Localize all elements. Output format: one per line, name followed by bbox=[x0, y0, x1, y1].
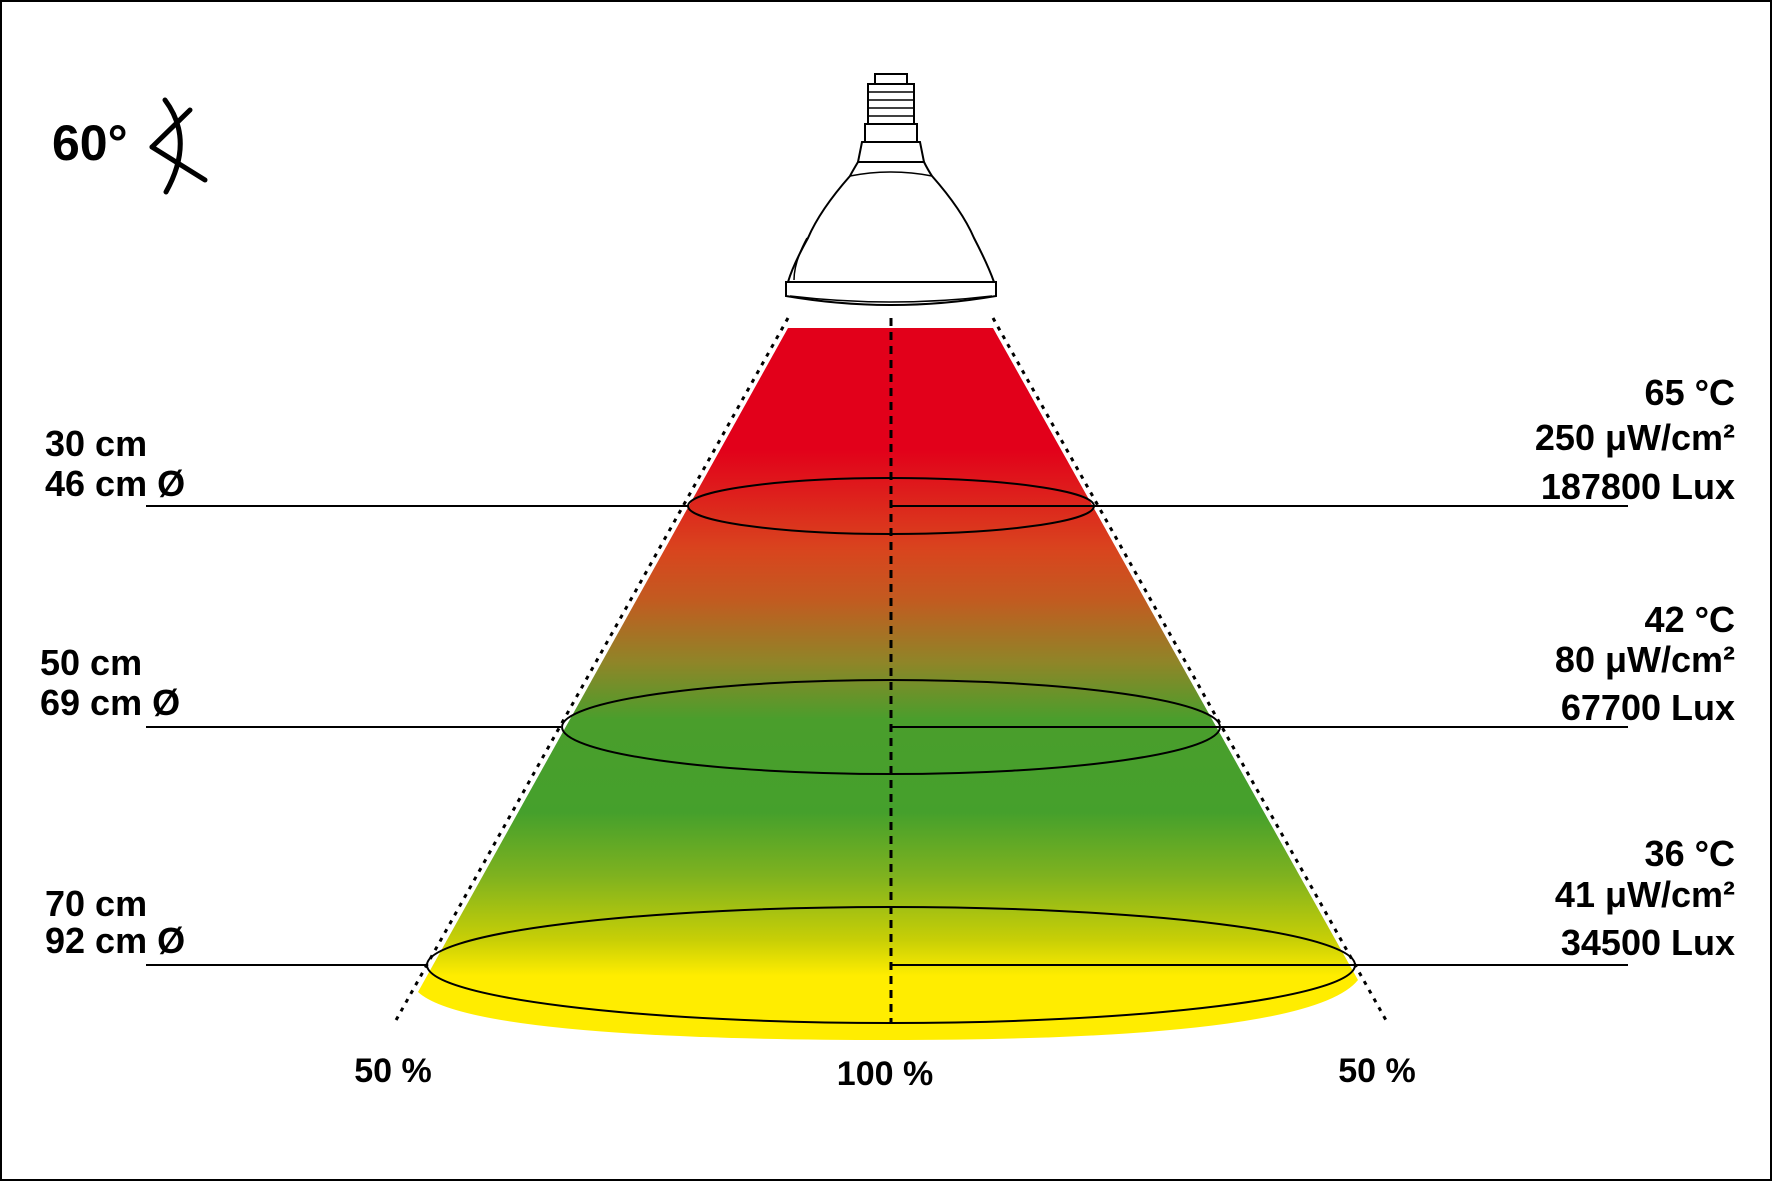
uv-label-3: 41 μW/cm² bbox=[1555, 874, 1735, 915]
lamp-icon bbox=[785, 73, 997, 306]
lux-label-3: 34500 Lux bbox=[1561, 922, 1735, 963]
temperature-label-3: 36 °C bbox=[1645, 833, 1735, 874]
diameter-label-3: 92 cm Ø bbox=[45, 920, 185, 961]
intensity-center-label: 100 % bbox=[837, 1055, 933, 1093]
beam-angle-label: 60° bbox=[52, 115, 128, 171]
distance-label-1: 30 cm bbox=[45, 423, 147, 464]
intensity-right-label: 50 % bbox=[1338, 1052, 1416, 1090]
beam-angle-icon bbox=[149, 97, 208, 195]
uv-label-2: 80 μW/cm² bbox=[1555, 639, 1735, 680]
uv-label-1: 250 μW/cm² bbox=[1535, 417, 1735, 458]
level-50cm bbox=[146, 679, 1628, 775]
distance-label-2: 50 cm bbox=[40, 642, 142, 683]
level-70cm bbox=[146, 906, 1628, 1024]
diameter-label-2: 69 cm Ø bbox=[40, 682, 180, 723]
intensity-left-label: 50 % bbox=[354, 1052, 432, 1090]
temperature-label-1: 65 °C bbox=[1645, 372, 1735, 413]
beam-left-edge bbox=[393, 317, 790, 1023]
light-beam bbox=[418, 328, 1358, 1040]
temperature-label-2: 42 °C bbox=[1645, 599, 1735, 640]
level-30cm bbox=[146, 477, 1628, 535]
diameter-label-1: 46 cm Ø bbox=[45, 463, 185, 504]
beam-right-edge bbox=[991, 317, 1389, 1023]
distance-label-3: 70 cm bbox=[45, 883, 147, 924]
lux-label-2: 67700 Lux bbox=[1561, 687, 1735, 728]
lux-label-1: 187800 Lux bbox=[1541, 466, 1735, 507]
